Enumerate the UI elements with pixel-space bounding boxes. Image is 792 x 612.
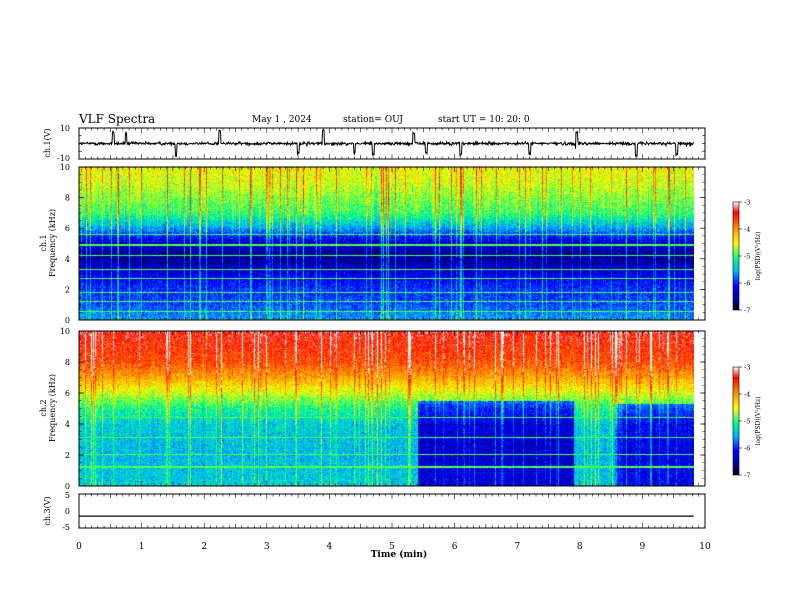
x-tick-label: 7 bbox=[514, 542, 520, 552]
ch2-spec-ytick-label: 2 bbox=[65, 451, 70, 460]
ch3-waveform-panel: 5 0 -5 ch.3(V) bbox=[43, 491, 706, 532]
ch1-colorbar-label: log(PSD)(V²/Hz) bbox=[755, 232, 762, 281]
ch2-spec-ytick-label: 10 bbox=[60, 327, 70, 336]
ch3-ytick-top: 5 bbox=[65, 491, 70, 500]
chart-title: VLF Spectra bbox=[79, 112, 156, 126]
start-time-label: start UT = 10: 20: 0 bbox=[438, 115, 530, 125]
x-tick-label: 6 bbox=[452, 542, 458, 552]
ch2-spec-ytick-label: 4 bbox=[65, 420, 70, 429]
ch2-colorbar-tick-label: -4 bbox=[744, 391, 750, 399]
date-label: May 1 , 2024 bbox=[252, 115, 312, 125]
ch3-ytick-middle: 0 bbox=[65, 507, 70, 516]
x-tick-label: 3 bbox=[264, 542, 270, 552]
ch1-ytick-bottom: -10 bbox=[57, 154, 70, 163]
ch2-colorbar-tick-label: -7 bbox=[744, 472, 750, 480]
ch2-colorbar bbox=[732, 366, 740, 476]
x-tick-label: 2 bbox=[201, 542, 207, 552]
ch2-spectrogram-image bbox=[79, 331, 694, 486]
ch1-ytick-top: 10 bbox=[60, 124, 70, 133]
x-tick-label: 4 bbox=[327, 542, 333, 552]
ch1-colorbar-tick-label: -4 bbox=[744, 226, 750, 234]
ch2-colorbar-tick-label: -6 bbox=[744, 445, 750, 453]
x-tick-label: 10 bbox=[699, 542, 711, 552]
ch1-spec-ytick-label: 4 bbox=[65, 255, 70, 264]
ch1-spec-ytick-label: 8 bbox=[65, 194, 70, 203]
ch1-waveform-line bbox=[78, 128, 694, 158]
ch1-colorbar-tick-label: -6 bbox=[744, 280, 750, 288]
ch3-ytick-bottom: -5 bbox=[62, 523, 70, 532]
x-tick-label: 1 bbox=[139, 542, 145, 552]
ch2-colorbar-tick-label: -5 bbox=[744, 418, 750, 426]
ch1-ylabel: ch.1(V) bbox=[43, 128, 52, 157]
x-tick-label: 5 bbox=[389, 542, 395, 552]
ch1-colorbar bbox=[732, 201, 740, 311]
x-axis-tick-labels: 0 1 2 3 4 5 6 7 8 9 10 bbox=[76, 542, 711, 552]
ch1-spec-ytick-label: 0 bbox=[65, 316, 70, 325]
ch1-colorbar-tick-label: -5 bbox=[744, 253, 750, 261]
x-axis-label: Time (min) bbox=[371, 549, 428, 560]
ch1-spectrogram-image bbox=[79, 167, 694, 320]
ch2-spec-ytick-label: 0 bbox=[65, 482, 70, 491]
x-tick-label: 9 bbox=[640, 542, 646, 552]
ch3-waveform-frame bbox=[78, 493, 706, 529]
ch2-spec-ytick-label: 6 bbox=[65, 389, 70, 398]
ch1-spec-ylabel-channel: ch.1 bbox=[39, 234, 48, 251]
ch1-spec-ylabel-frequency: Frequency (kHz) bbox=[48, 209, 57, 277]
ch1-waveform-panel: 10 -10 ch.1(V) bbox=[43, 124, 706, 163]
ch1-colorbar-tick-label: -7 bbox=[744, 307, 750, 315]
x-tick-label: 0 bbox=[76, 542, 82, 552]
ch2-spec-ylabel-frequency: Frequency (kHz) bbox=[48, 374, 57, 442]
ch3-ylabel: ch.3(V) bbox=[43, 496, 52, 525]
ch1-spec-ytick-label: 6 bbox=[65, 224, 70, 233]
ch2-spec-ytick-label: 8 bbox=[65, 358, 70, 367]
ch1-colorbar-tick-label: -3 bbox=[744, 199, 750, 207]
ch2-colorbar-label: log(PSD)(V²/Hz) bbox=[755, 397, 762, 446]
ch2-colorbar-tick-label: -3 bbox=[744, 364, 750, 372]
x-tick-label: 8 bbox=[577, 542, 583, 552]
ch1-spec-ytick-label: 2 bbox=[65, 285, 70, 294]
station-label: station= OUJ bbox=[343, 115, 404, 125]
x-axis-ticks bbox=[78, 128, 706, 528]
ch2-spec-ylabel-channel: ch.2 bbox=[39, 399, 48, 416]
ch1-spec-ytick-label: 10 bbox=[60, 163, 70, 172]
